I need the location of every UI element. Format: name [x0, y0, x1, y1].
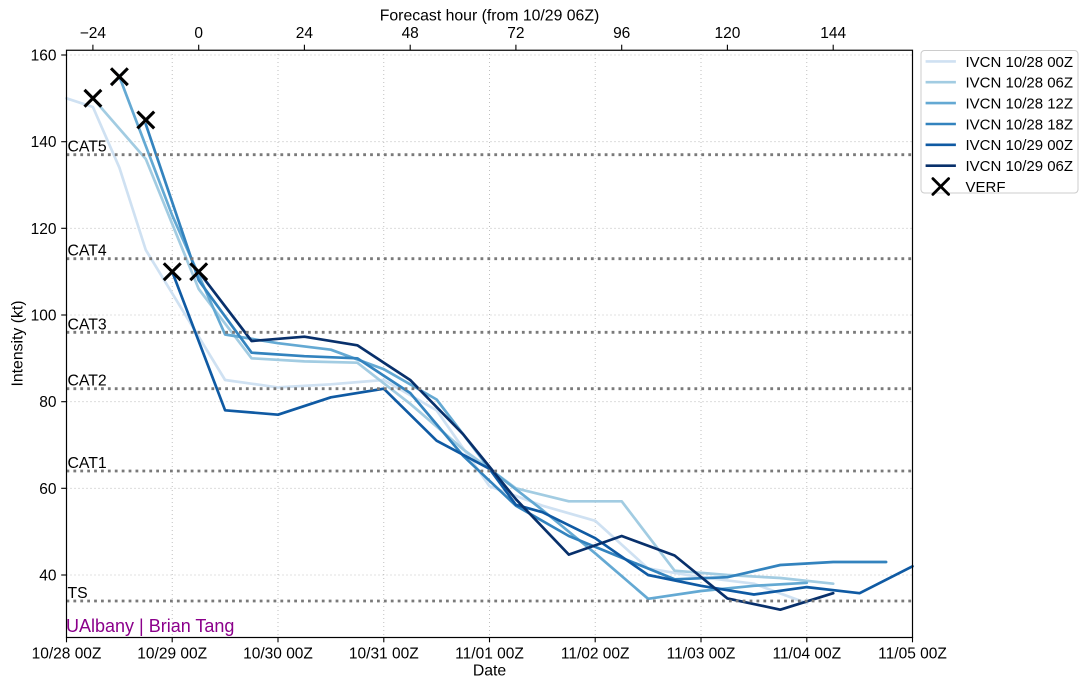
svg-text:CAT4: CAT4	[68, 243, 107, 260]
svg-text:CAT5: CAT5	[68, 139, 107, 156]
svg-text:10/31 00Z: 10/31 00Z	[349, 646, 419, 663]
svg-text:120: 120	[714, 25, 740, 42]
svg-text:96: 96	[613, 25, 630, 42]
svg-text:140: 140	[31, 134, 57, 151]
svg-text:100: 100	[31, 308, 57, 325]
svg-text:24: 24	[296, 25, 314, 42]
svg-text:IVCN 10/28 06Z: IVCN 10/28 06Z	[966, 75, 1074, 92]
svg-text:IVCN 10/29 00Z: IVCN 10/29 00Z	[966, 137, 1074, 154]
svg-text:11/02 00Z: 11/02 00Z	[561, 646, 630, 663]
svg-text:−24: −24	[80, 25, 107, 42]
svg-text:UAlbany | Brian Tang: UAlbany | Brian Tang	[66, 616, 234, 636]
svg-text:120: 120	[31, 221, 57, 238]
svg-text:60: 60	[39, 481, 57, 498]
svg-text:11/05 00Z: 11/05 00Z	[878, 646, 947, 663]
svg-text:IVCN 10/28 00Z: IVCN 10/28 00Z	[966, 54, 1074, 71]
svg-text:CAT3: CAT3	[68, 316, 107, 333]
svg-text:IVCN 10/28 12Z: IVCN 10/28 12Z	[966, 96, 1074, 113]
svg-text:10/30 00Z: 10/30 00Z	[243, 646, 313, 663]
svg-text:TS: TS	[68, 585, 88, 602]
svg-text:160: 160	[31, 48, 57, 65]
svg-text:IVCN 10/29 06Z: IVCN 10/29 06Z	[966, 158, 1074, 175]
svg-text:IVCN 10/28 18Z: IVCN 10/28 18Z	[966, 116, 1074, 133]
svg-text:10/29 00Z: 10/29 00Z	[137, 646, 207, 663]
svg-text:VERF: VERF	[966, 179, 1006, 196]
svg-text:0: 0	[194, 25, 203, 42]
svg-text:144: 144	[820, 25, 846, 42]
svg-text:40: 40	[39, 568, 57, 585]
svg-text:CAT2: CAT2	[68, 373, 107, 390]
svg-text:Date: Date	[473, 663, 507, 680]
svg-text:Forecast hour (from 10/29 06Z): Forecast hour (from 10/29 06Z)	[380, 8, 600, 25]
svg-text:80: 80	[39, 394, 57, 411]
svg-text:72: 72	[507, 25, 524, 42]
svg-text:11/01 00Z: 11/01 00Z	[455, 646, 524, 663]
svg-text:10/28 00Z: 10/28 00Z	[32, 646, 102, 663]
svg-text:11/03 00Z: 11/03 00Z	[667, 646, 736, 663]
svg-text:48: 48	[402, 25, 419, 42]
svg-text:Intensity (kt): Intensity (kt)	[10, 300, 27, 386]
svg-text:CAT1: CAT1	[68, 455, 107, 472]
svg-text:11/04 00Z: 11/04 00Z	[772, 646, 841, 663]
